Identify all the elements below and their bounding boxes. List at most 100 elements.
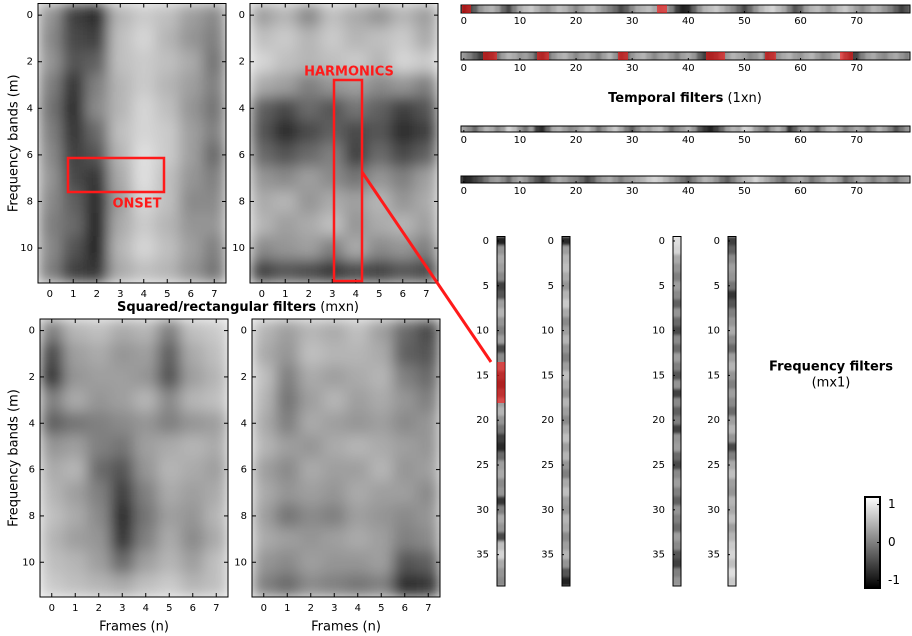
cell — [393, 319, 417, 343]
cell — [522, 176, 529, 183]
cell — [728, 442, 736, 452]
cell — [728, 469, 736, 479]
cell — [414, 26, 439, 51]
y-tick-label: 30 — [652, 505, 665, 516]
cell — [157, 504, 182, 528]
cell — [204, 319, 229, 343]
cell — [758, 176, 765, 183]
cell — [728, 577, 736, 587]
cell — [204, 434, 229, 459]
cell — [876, 52, 883, 60]
cell — [494, 52, 501, 60]
cell — [497, 415, 505, 426]
cell — [63, 573, 88, 598]
cell — [275, 411, 300, 436]
section-title-shape: (mx1) — [812, 376, 851, 391]
cell — [562, 496, 570, 506]
cell — [63, 342, 88, 366]
cell — [87, 527, 111, 552]
cell — [668, 126, 675, 132]
cell — [797, 176, 804, 183]
cell — [528, 176, 535, 183]
y-tick-label: 6 — [239, 150, 245, 161]
cell — [202, 50, 227, 74]
x-tick-label: 60 — [794, 186, 807, 197]
cell — [489, 126, 496, 132]
cell — [367, 96, 392, 121]
cell — [179, 96, 203, 121]
cell — [550, 52, 557, 60]
cell — [612, 176, 619, 183]
cell — [416, 504, 441, 528]
cell — [533, 126, 540, 132]
cell — [573, 126, 580, 132]
y-tick-label: 5 — [714, 281, 720, 292]
cell — [275, 573, 300, 598]
y-tick-label: 5 — [659, 281, 665, 292]
cell — [500, 176, 507, 183]
cell — [108, 236, 133, 261]
cell — [764, 176, 771, 183]
cell — [728, 487, 736, 497]
cell — [110, 342, 135, 366]
x-tick-label: 0 — [261, 603, 267, 614]
x-tick-label: 0 — [461, 186, 467, 197]
cell — [85, 96, 109, 121]
cell — [814, 126, 821, 132]
x-tick-label: 10 — [514, 186, 527, 197]
cell — [134, 388, 158, 413]
cell — [696, 176, 703, 183]
cell — [132, 26, 156, 51]
cell — [87, 319, 111, 343]
cell — [461, 52, 468, 60]
plot-frame — [249, 3, 439, 284]
cell — [40, 411, 64, 436]
cell — [299, 481, 323, 505]
cell — [859, 52, 866, 60]
cell — [155, 26, 180, 51]
cell — [63, 434, 88, 459]
cell — [204, 481, 229, 505]
x-tick-label: 1 — [282, 289, 288, 300]
cell — [369, 411, 394, 436]
cell — [391, 26, 415, 51]
y-tick-label: 15 — [541, 370, 554, 381]
cell — [346, 527, 370, 552]
cell — [775, 52, 782, 60]
cell — [724, 52, 731, 60]
cell — [786, 5, 793, 13]
y-axis-label: Frequency bands (m) — [7, 74, 22, 212]
cell — [545, 5, 552, 13]
cell — [573, 52, 580, 60]
x-tick-label: 70 — [850, 16, 863, 27]
cell — [673, 451, 681, 461]
cell — [550, 5, 557, 13]
cell — [673, 478, 681, 488]
cell — [556, 126, 563, 132]
cell — [562, 236, 570, 246]
cell — [646, 52, 653, 60]
cell — [344, 166, 368, 191]
cell — [367, 236, 392, 261]
cell — [786, 126, 793, 132]
cell — [578, 176, 585, 183]
cell — [87, 504, 111, 528]
cell — [814, 52, 821, 60]
cell — [673, 299, 681, 309]
cell — [483, 126, 490, 132]
x-tick-label: 20 — [570, 135, 583, 146]
y-tick-label: 10 — [476, 326, 489, 337]
y-tick-label: 8 — [27, 196, 33, 207]
cell — [728, 424, 736, 435]
x-tick-label: 10 — [514, 135, 527, 146]
cell — [108, 26, 133, 51]
strip — [562, 236, 570, 587]
cell — [724, 5, 731, 13]
cell — [202, 143, 227, 168]
cell — [741, 5, 748, 13]
x-tick-label: 60 — [794, 135, 807, 146]
cell — [204, 573, 229, 598]
cell — [562, 433, 570, 444]
cell — [752, 126, 759, 132]
cell — [367, 3, 392, 28]
